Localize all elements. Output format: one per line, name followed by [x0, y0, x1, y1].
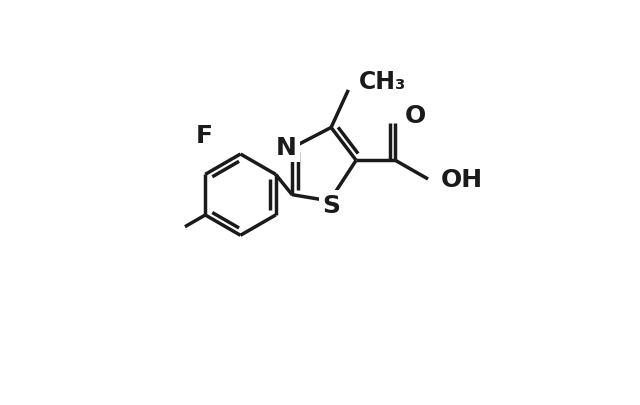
Text: OH: OH	[441, 168, 483, 192]
Text: CH₃: CH₃	[359, 69, 406, 93]
Text: O: O	[404, 104, 426, 128]
Text: F: F	[196, 124, 213, 148]
Text: N: N	[276, 136, 297, 160]
Text: S: S	[322, 194, 340, 217]
